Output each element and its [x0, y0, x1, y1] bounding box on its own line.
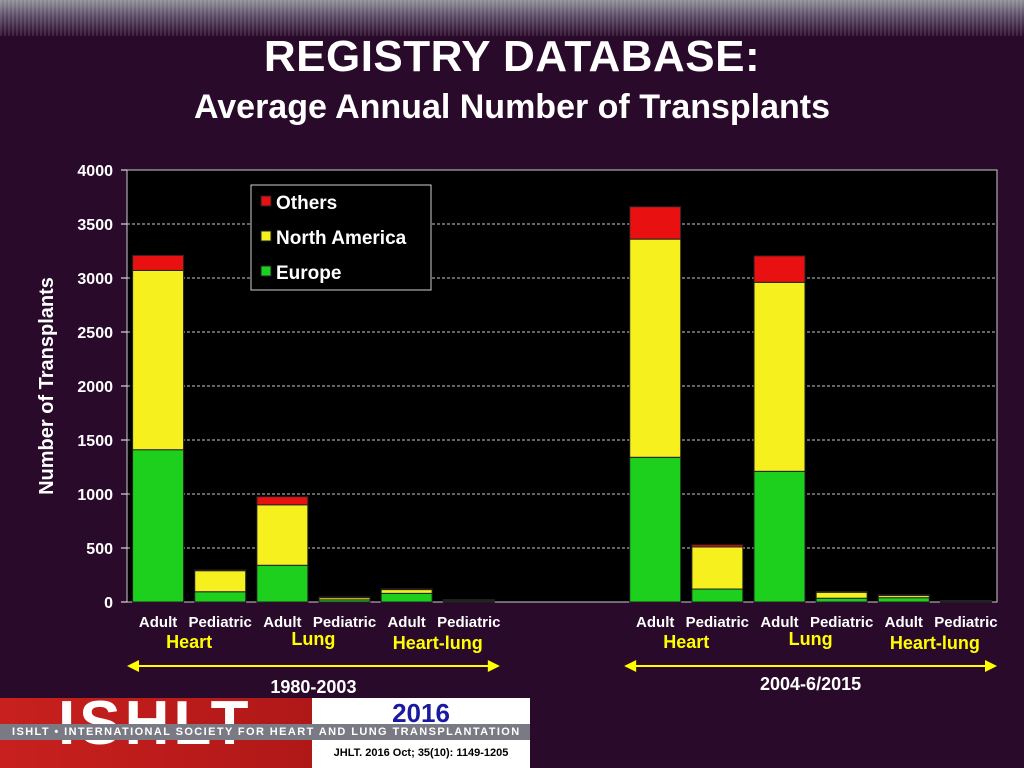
period-label: 2004-6/2015 [760, 674, 861, 694]
organ-label: Heart-lung [890, 633, 980, 653]
bar-north-america-1 [194, 570, 247, 593]
legend-box [250, 184, 432, 291]
x-tick-label: Pediatric [934, 614, 997, 631]
bar-europe-4 [380, 592, 433, 603]
bar-others-1 [194, 569, 247, 572]
bar-others-9 [815, 590, 868, 593]
y-tick-label: 3500 [77, 217, 113, 234]
ishlt-logo-text: ISHLT [58, 688, 253, 759]
y-tick-label: 2000 [77, 379, 113, 396]
x-tick-label: Pediatric [686, 614, 749, 631]
bar-europe-2 [256, 564, 309, 603]
y-tick-label: 2500 [77, 325, 113, 342]
bar-europe-6 [629, 456, 682, 603]
legend-swatch-others [260, 195, 272, 207]
bar-europe-0 [132, 449, 185, 603]
x-tick-label: Adult [139, 614, 177, 631]
bar-others-10 [877, 594, 930, 597]
page-title: REGISTRY DATABASE: [263, 32, 761, 81]
legend-label: Europe [276, 263, 341, 284]
bar-europe-9 [815, 597, 868, 603]
bar-north-america-8 [753, 281, 806, 472]
bar-north-america-0 [132, 269, 185, 451]
organ-label: Lung [789, 629, 833, 649]
bar-north-america-4 [380, 589, 433, 594]
bar-others-6 [629, 206, 682, 240]
arrow-head-right [487, 660, 500, 672]
arrow-head-left [127, 660, 139, 672]
period-label: 1980-2003 [270, 677, 356, 697]
bar-others-5 [442, 599, 495, 601]
bar-europe-8 [753, 470, 806, 603]
organization-name: ISHLT • INTERNATIONAL SOCIETY FOR HEART … [0, 724, 530, 740]
bar-north-america-2 [256, 504, 309, 566]
bar-europe-1 [194, 591, 247, 603]
legend-swatch-europe [260, 265, 272, 277]
y-tick-label: 3000 [77, 271, 113, 288]
legend-label: Others [276, 193, 337, 214]
x-tick-label: Adult [263, 614, 301, 631]
x-tick-label: Adult [636, 614, 674, 631]
legend-label: North America [276, 228, 407, 249]
x-tick-label: Pediatric [189, 614, 252, 631]
bar-others-3 [318, 596, 371, 599]
organ-label: Heart [166, 632, 212, 652]
bar-others-7 [691, 544, 744, 548]
y-tick-label: 1000 [77, 487, 113, 504]
x-tick-label: Adult [885, 614, 923, 631]
header-stripes [0, 0, 1024, 36]
y-axis-label: Number of Transplants [36, 277, 58, 495]
bar-others-11 [939, 599, 992, 602]
x-tick-label: Adult [760, 614, 798, 631]
citation: JHLT. 2016 Oct; 35(10): 1149-1205 [333, 747, 509, 759]
y-tick-label: 0 [104, 595, 113, 612]
x-tick-label: Pediatric [313, 614, 376, 631]
organ-label: Lung [291, 629, 335, 649]
arrow-head-right [985, 660, 997, 672]
x-tick-label: Pediatric [437, 614, 500, 631]
bar-others-0 [132, 254, 185, 271]
bar-north-america-6 [629, 238, 682, 458]
x-tick-label: Adult [387, 614, 425, 631]
bar-others-8 [753, 255, 806, 283]
page-subtitle: Average Annual Number of Transplants [193, 88, 831, 126]
bar-north-america-7 [691, 546, 744, 590]
bar-others-4 [380, 588, 433, 591]
y-tick-label: 4000 [77, 163, 113, 180]
x-tick-label: Pediatric [810, 614, 873, 631]
bar-europe-10 [877, 597, 930, 603]
arrow-head-left [624, 660, 637, 672]
bar-europe-7 [691, 588, 744, 603]
y-tick-label: 500 [86, 541, 113, 558]
bar-north-america-9 [815, 591, 868, 599]
organ-label: Heart-lung [393, 633, 483, 653]
y-tick-label: 1500 [77, 433, 113, 450]
organ-label: Heart [663, 632, 709, 652]
report-year: 2016 [392, 698, 450, 728]
stacked-bar-chart: 0 500 1000 1500 2000 2500 3000 3500 4000 Number o… [36, 163, 998, 697]
bar-others-2 [256, 496, 309, 506]
legend-swatch-north-america [260, 230, 272, 242]
